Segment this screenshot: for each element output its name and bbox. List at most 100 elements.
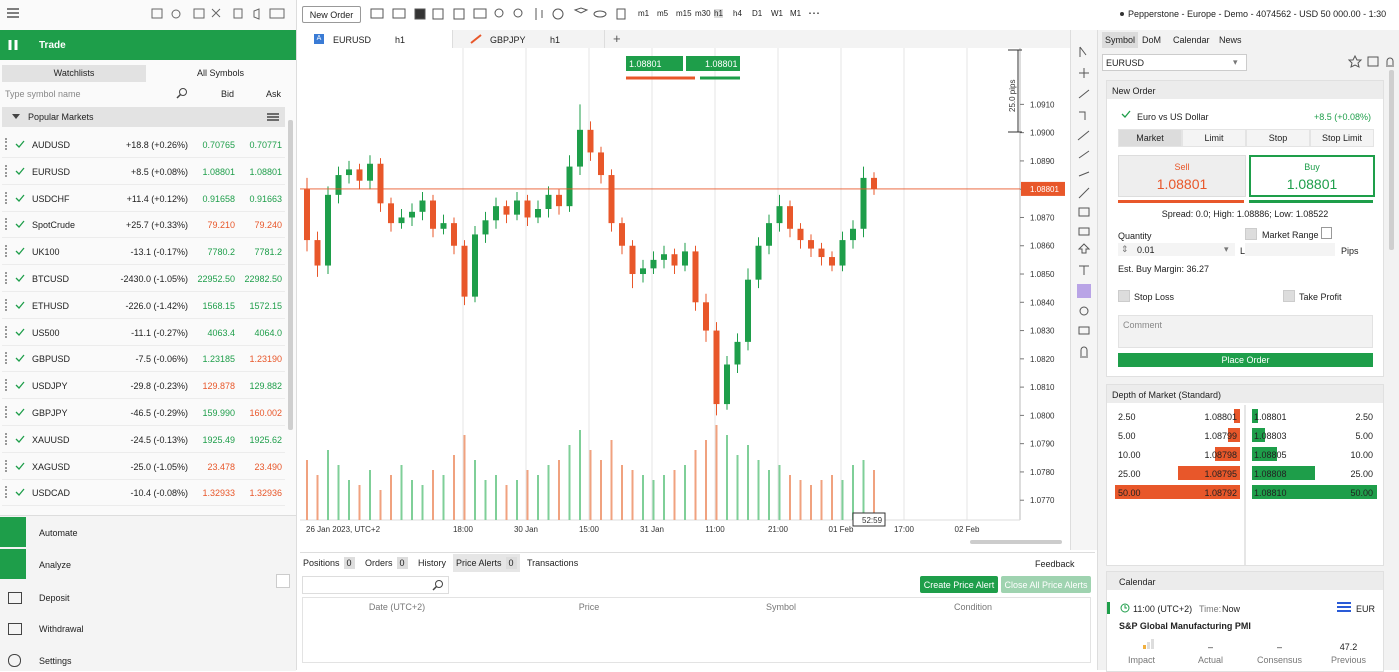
row-handle [5, 432, 9, 445]
bottom-tab[interactable]: Orders 0 [362, 554, 411, 572]
watchlist-row[interactable]: USDCHF +11.4 (+0.12%) 0.91658 0.91663 [2, 185, 285, 212]
timeframe[interactable]: m30 [695, 9, 711, 18]
timeframe[interactable]: M1 [790, 9, 802, 18]
watchlist-row[interactable]: SpotCrude +25.7 (+0.33%) 79.210 79.240 [2, 211, 285, 239]
watchlist-row[interactable]: USDJPY -29.8 (-0.23%) 129.878 129.882 [2, 372, 285, 400]
order-type-tab[interactable]: Stop [1246, 129, 1310, 147]
y-tick-label: 1.0870 [1030, 213, 1055, 222]
watchlist-row[interactable]: XAGUSD -25.0 (-1.05%) 23.478 23.490 [2, 453, 285, 480]
watchlist-row[interactable]: GBPUSD -7.5 (-0.06%) 1.23185 1.23190 [2, 345, 285, 373]
volume-bar [358, 485, 361, 520]
dom-book: 2.50 1.08801 5.00 1.08799 10.00 1.08798 25.00 1… [1107, 385, 1383, 565]
expand-button[interactable] [276, 574, 290, 588]
alert-search[interactable] [302, 576, 449, 594]
event-value: – [1207, 642, 1213, 652]
watchlist-row[interactable]: ETHUSD -226.0 (-1.42%) 1568.15 1572.15 [2, 292, 285, 319]
chart-tab-active[interactable]: A EURUSD h1 [300, 30, 453, 48]
menu-icon[interactable] [6, 7, 20, 19]
info-button[interactable] [1321, 227, 1332, 239]
close-alerts-button[interactable]: Close All Price Alerts [1001, 576, 1091, 593]
watchlist-row[interactable]: EURUSD +8.5 (+0.08%) 1.08801 1.08801 [2, 158, 285, 185]
bid-price: 1.08792 [1204, 488, 1237, 498]
order-type-tab[interactable]: Stop Limit [1310, 129, 1374, 147]
timeframe[interactable]: m15 [676, 9, 692, 18]
new-order-button[interactable]: New Order [302, 6, 361, 23]
bottom-tab[interactable]: Transactions [524, 554, 581, 572]
candle-body [734, 341, 741, 365]
timeframe[interactable]: D1 [752, 9, 763, 18]
watchlist-row[interactable]: USDCAD -10.4 (-0.08%) 1.32933 1.32936 [2, 479, 285, 507]
buy-button[interactable]: Buy 1.08801 [1249, 155, 1375, 197]
right-tab[interactable]: DoM [1142, 35, 1162, 45]
bottom-tab[interactable]: Positions 0 [300, 554, 358, 572]
right-tab[interactable]: Calendar [1173, 35, 1210, 45]
scrollbar[interactable] [1389, 70, 1394, 250]
stop-loss-checkbox[interactable] [1118, 290, 1130, 302]
all-symbols-tab[interactable]: All Symbols [196, 68, 244, 78]
watchlist-row[interactable]: GBPJPY -46.5 (-0.29%) 159.990 160.002 [2, 399, 285, 426]
watchlists-tab[interactable]: Watchlists [2, 65, 146, 82]
scrollbar[interactable] [288, 120, 293, 430]
bottom-tab[interactable]: Price Alerts 0 [453, 554, 520, 572]
watchlist-row[interactable]: XAUUSD -24.5 (-0.13%) 1925.49 1925.62 [2, 426, 285, 453]
feedback[interactable]: Feedback [1035, 559, 1075, 569]
create-alert-button[interactable]: Create Price Alert [920, 576, 998, 593]
place-order-button[interactable]: Place Order [1118, 353, 1373, 367]
trade-header[interactable]: Trade [0, 30, 296, 60]
watchlist-row[interactable]: US500 -11.1 (-0.27%) 4063.4 4064.0 [2, 319, 285, 346]
more-icon[interactable]: ⋯ [808, 6, 821, 20]
event-name: S&P Global Manufacturing PMI [1119, 621, 1251, 631]
volume-bar [600, 460, 602, 520]
watchlist-row[interactable]: BTCUSD -2430.0 (-1.05%) 22952.50 22982.50 [2, 265, 285, 292]
add-tab[interactable]: + [613, 31, 621, 46]
right-tab[interactable]: Symbol [1102, 32, 1139, 48]
change: +18.8 (+0.26%) [125, 140, 188, 150]
search-placeholder[interactable]: Type symbol name [5, 89, 81, 99]
buy-quote: 1.08801 [705, 59, 738, 69]
candle-body [598, 152, 604, 176]
margin-info: Est. Buy Margin: 36.27 [1118, 264, 1210, 274]
volume-bar [589, 450, 592, 520]
watchlist-row[interactable]: AUDUSD +18.8 (+0.26%) 0.70765 0.70771 [2, 131, 285, 158]
comment-input[interactable]: Comment [1118, 315, 1373, 348]
candle-body [472, 234, 478, 297]
candle-body [829, 257, 835, 266]
timeframe[interactable]: m5 [657, 9, 669, 18]
order-type-tab[interactable]: Market [1118, 129, 1182, 147]
bid: 0.91658 [202, 193, 235, 204]
symbol: USDCAD [32, 488, 71, 499]
take-profit-checkbox[interactable] [1283, 290, 1295, 302]
nav-settings[interactable]: Settings [39, 656, 72, 666]
event-marker [1107, 602, 1110, 614]
check-mark [15, 301, 25, 309]
quantity-input[interactable]: ⇕ 0.01 ▾ [1118, 243, 1235, 256]
nav-automate[interactable]: Automate [39, 528, 78, 538]
tab-label: Orders [365, 558, 393, 568]
bottom-tab[interactable]: History [415, 554, 449, 572]
deposit-icon [8, 592, 22, 604]
take-profit-label: Take Profit [1299, 292, 1342, 302]
bid-depth-bar [1227, 428, 1240, 442]
sell-button[interactable]: Sell 1.08801 [1118, 155, 1246, 197]
chart-tab[interactable]: GBPJPY h1 [452, 30, 605, 48]
nav-analyze[interactable]: Analyze [39, 560, 72, 570]
candle-body [755, 245, 762, 280]
event-column: Previous [1330, 655, 1366, 665]
timeframe[interactable]: h4 [733, 9, 742, 18]
group-header[interactable]: Popular Markets [2, 107, 285, 127]
timeframe[interactable]: W1 [771, 9, 783, 18]
timeframe[interactable]: m1 [638, 9, 650, 18]
volume-bar [432, 470, 434, 520]
candle-body [377, 163, 384, 204]
right-tab[interactable]: News [1219, 35, 1242, 45]
watchlist-row[interactable]: UK100 -13.1 (-0.17%) 7780.2 7781.2 [2, 238, 285, 266]
volume-bar [516, 480, 518, 520]
range-input[interactable] [1245, 243, 1335, 256]
market-range-checkbox[interactable] [1245, 228, 1257, 240]
bid: 22952.50 [197, 274, 235, 284]
order-type-tab[interactable]: Limit [1182, 129, 1246, 147]
nav-withdrawal[interactable]: Withdrawal [39, 624, 84, 634]
timeframe[interactable]: h1 [714, 9, 723, 18]
symbol-select[interactable]: EURUSD ▾ [1102, 54, 1247, 71]
nav-deposit[interactable]: Deposit [39, 593, 70, 603]
